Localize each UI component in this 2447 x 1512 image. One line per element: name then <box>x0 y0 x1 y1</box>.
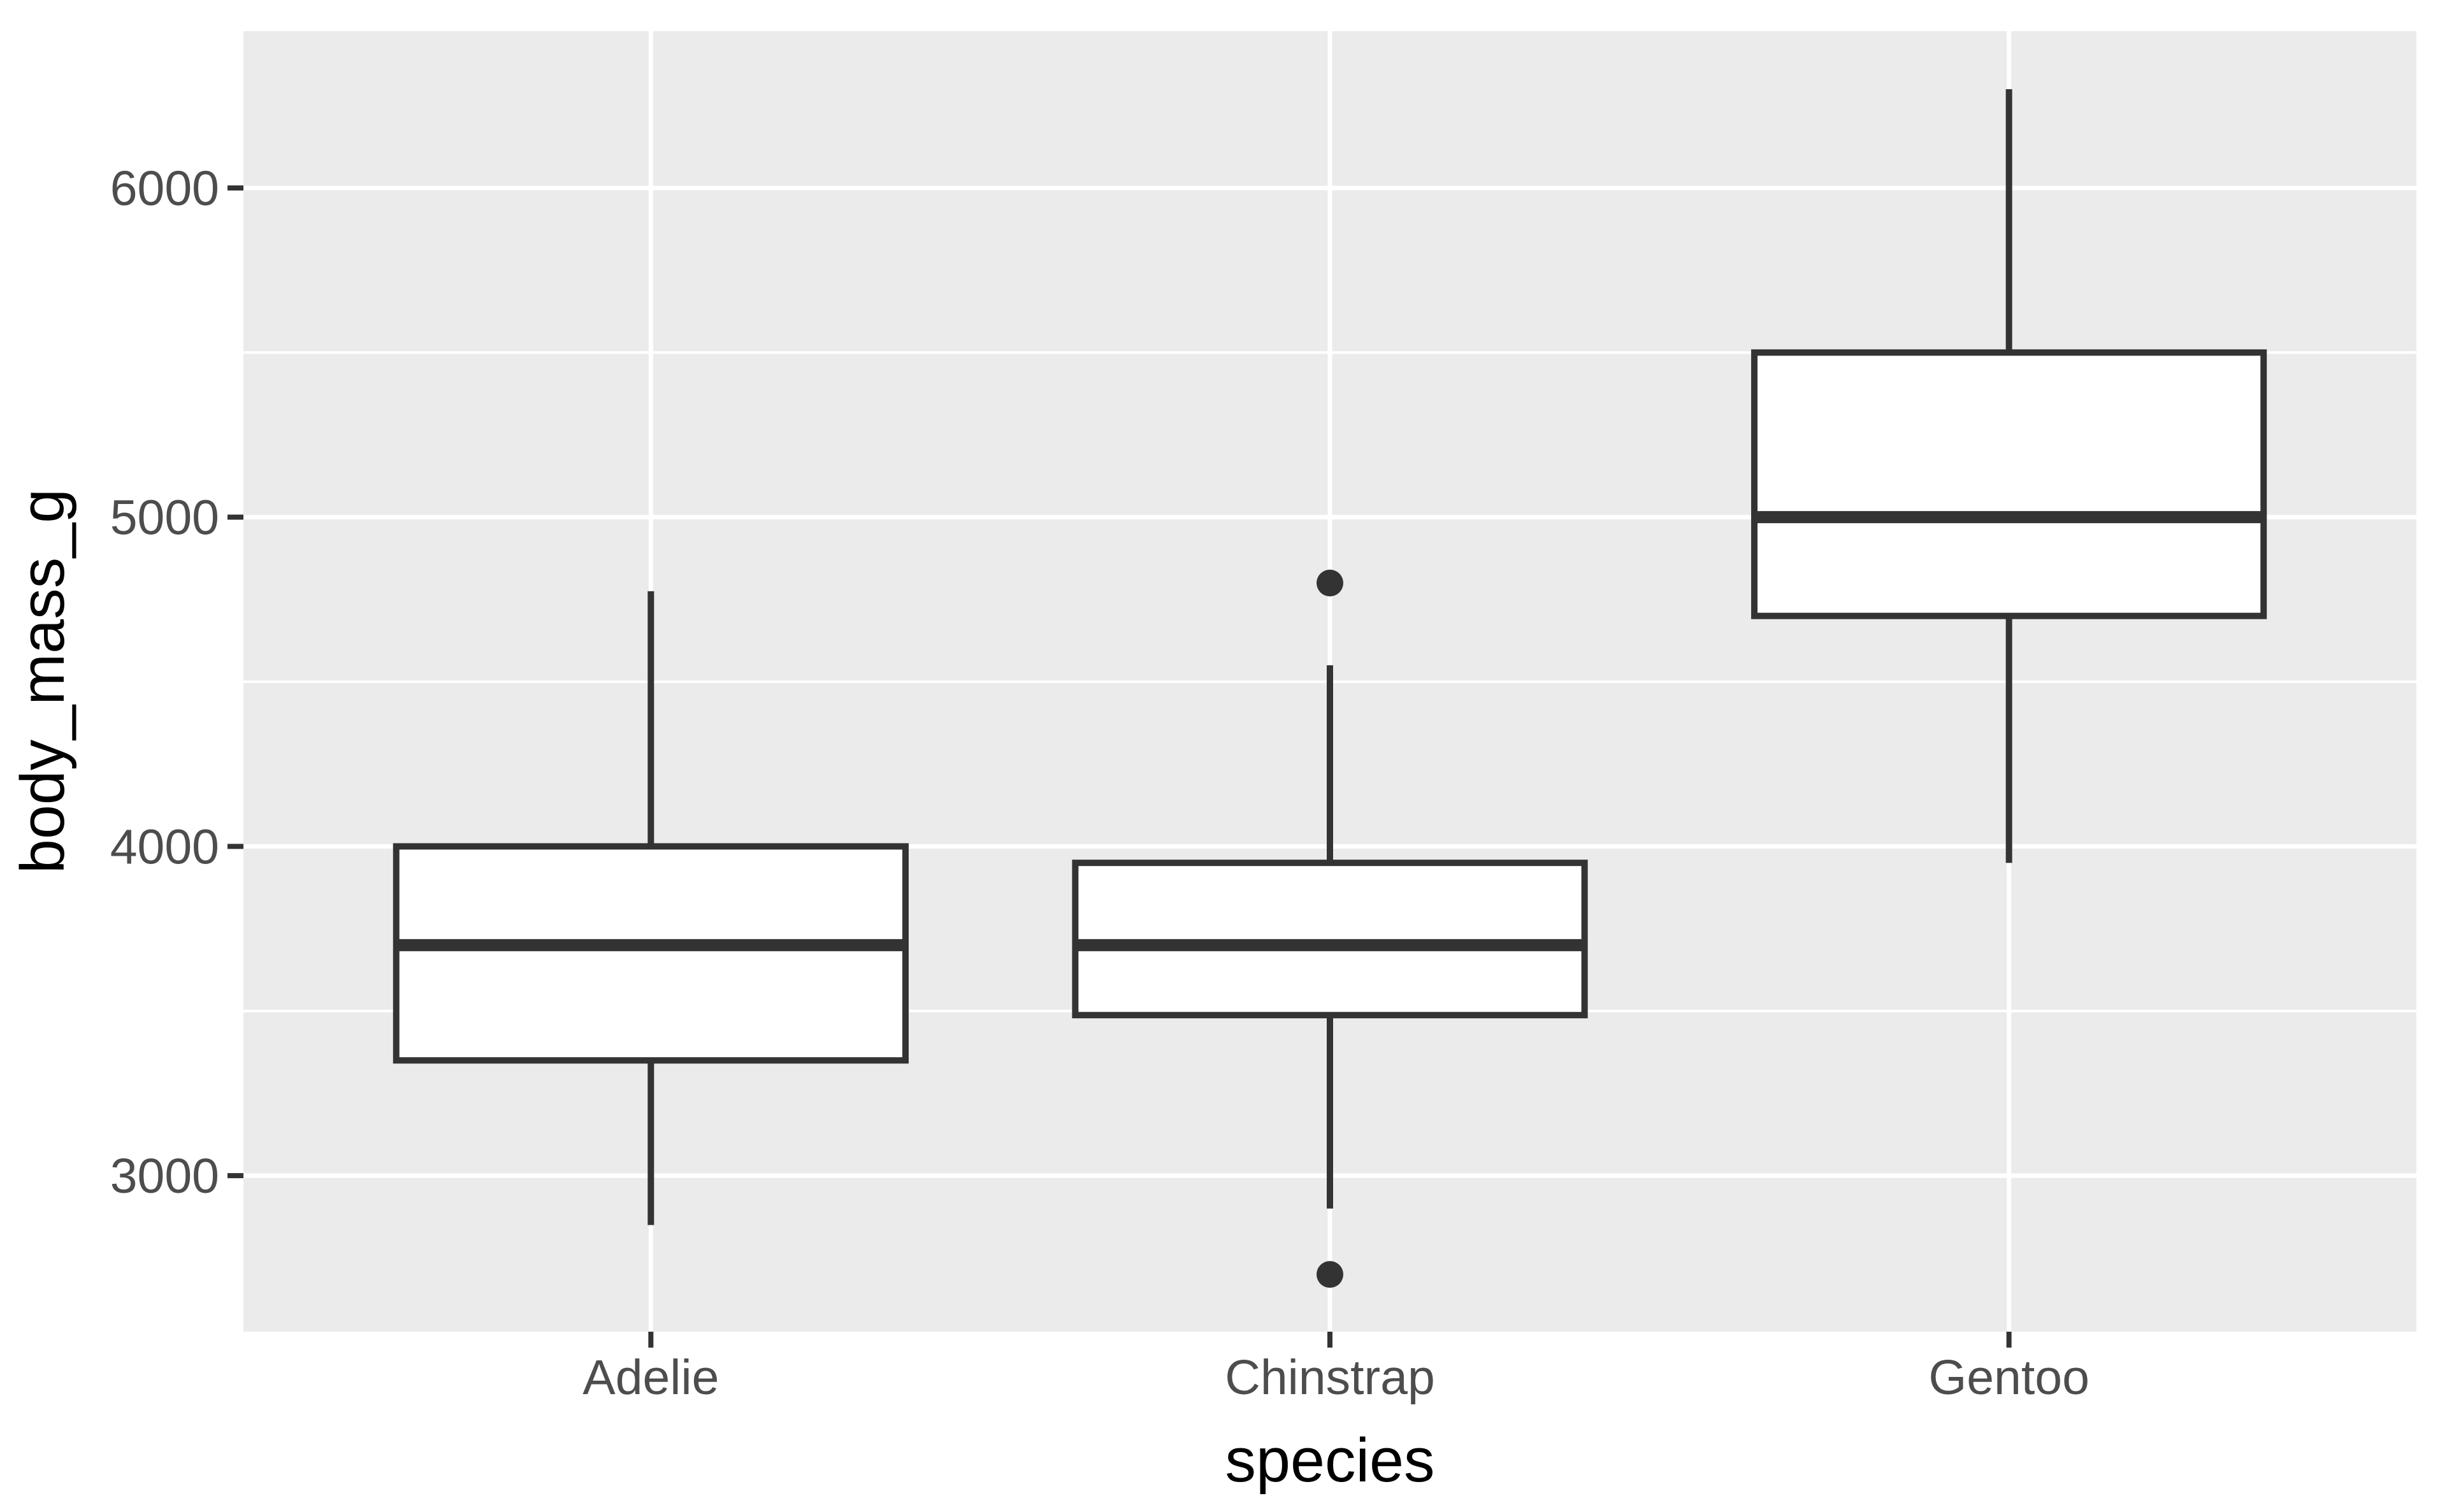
box-rect <box>1751 349 2267 619</box>
box-rect <box>393 843 909 1064</box>
outlier-point <box>1317 570 1343 597</box>
y-tick-label: 6000 <box>110 161 219 216</box>
x-tick-label: Chinstrap <box>1225 1350 1435 1405</box>
x-tick-label: Adelie <box>582 1350 719 1405</box>
x-axis-ticks <box>648 1332 2012 1348</box>
x-tick-label: Gentoo <box>1928 1350 2090 1405</box>
y-tick-label: 3000 <box>110 1149 219 1204</box>
x-axis-title: species <box>1225 1425 1435 1495</box>
y-axis-title: body_mass_g <box>8 489 77 874</box>
y-tick-label: 4000 <box>110 819 219 874</box>
y-tick-label: 5000 <box>110 491 219 545</box>
y-axis-ticks <box>227 185 243 1179</box>
box-chinstrap <box>1072 570 1588 1288</box>
box-rect <box>1072 860 1588 1019</box>
outlier-point <box>1317 1261 1343 1288</box>
boxplot-series <box>393 89 2267 1288</box>
y-axis-tick-labels: 6000 5000 4000 3000 <box>110 161 219 1204</box>
x-axis-tick-labels: Adelie Chinstrap Gentoo <box>582 1350 2090 1405</box>
box-gentoo <box>1751 89 2267 863</box>
box-adelie <box>393 591 909 1225</box>
